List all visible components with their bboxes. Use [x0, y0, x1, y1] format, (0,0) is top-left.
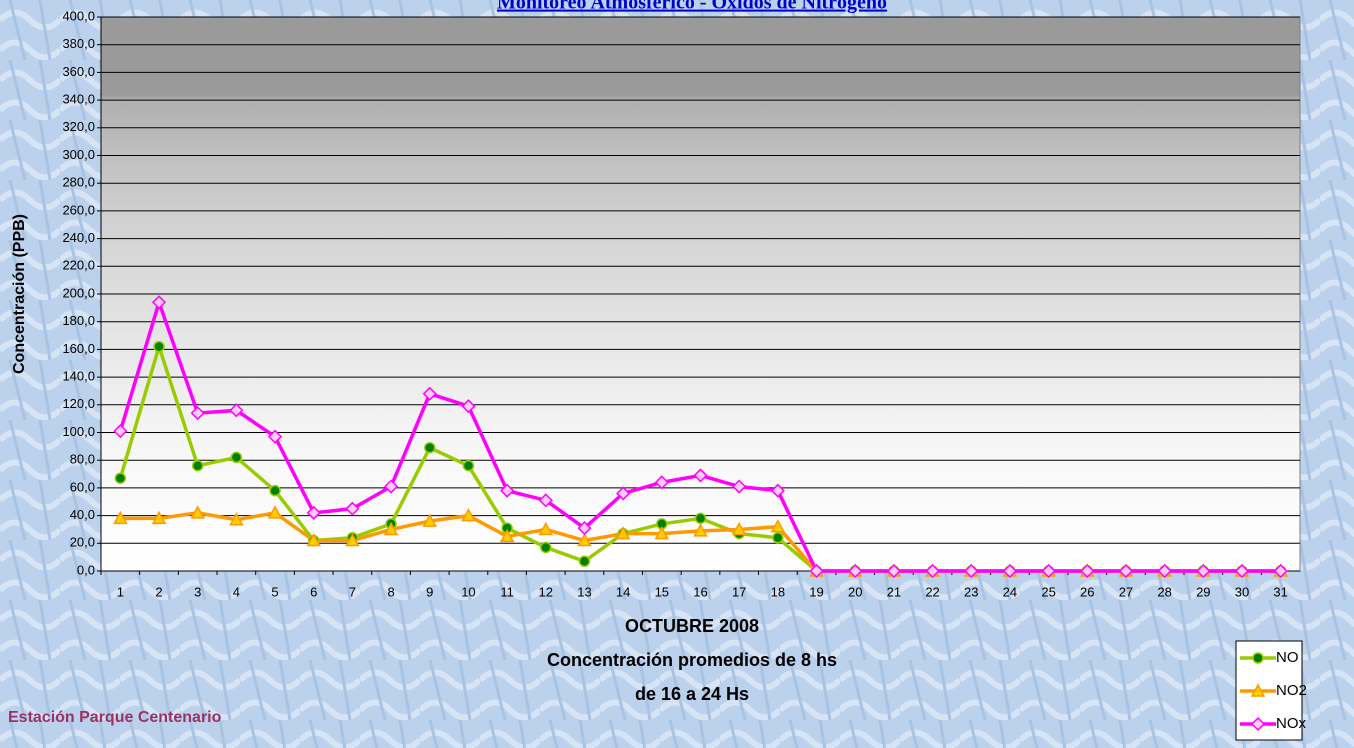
x-tick-label: 21: [887, 584, 901, 599]
x-tick-label: 12: [539, 584, 553, 599]
y-tick-label: 100,0: [62, 424, 95, 439]
y-tick-label: 220,0: [62, 258, 95, 273]
y-tick-label: 340,0: [62, 92, 95, 107]
x-tick-label: 30: [1235, 584, 1249, 599]
x-tick-label: 14: [616, 584, 630, 599]
x-tick-label: 23: [964, 584, 978, 599]
chart: Monitoreo Atmosférico - Óxidos de Nitróg…: [0, 0, 1354, 748]
x-tick-label: 24: [1003, 584, 1017, 599]
legend-marker: [1253, 653, 1263, 663]
data-point: [270, 486, 280, 496]
x-axis-label: de 16 a 24 Hs: [635, 684, 749, 704]
x-tick-label: 5: [271, 584, 278, 599]
x-tick-label: 22: [925, 584, 939, 599]
x-tick-label: 4: [233, 584, 240, 599]
y-tick-label: 40,0: [70, 507, 95, 522]
x-tick-label: 17: [732, 584, 746, 599]
y-tick-label: 260,0: [62, 202, 95, 217]
x-tick-label: 8: [387, 584, 394, 599]
x-tick-label: 11: [500, 584, 514, 599]
y-tick-label: 280,0: [62, 175, 95, 190]
y-axis-label: Concentración (PPB): [11, 214, 28, 374]
x-tick-label: 29: [1196, 584, 1210, 599]
chart-title: Monitoreo Atmosférico - Óxidos de Nitróg…: [497, 0, 887, 14]
x-tick-label: 26: [1080, 584, 1094, 599]
x-tick-label: 18: [771, 584, 785, 599]
data-point: [425, 443, 435, 453]
x-tick-label: 16: [693, 584, 707, 599]
y-tick-label: 360,0: [62, 64, 95, 79]
y-tick-label: 320,0: [62, 119, 95, 134]
x-tick-label: 9: [426, 584, 433, 599]
data-point: [154, 342, 164, 352]
x-tick-label: 2: [155, 584, 162, 599]
y-tick-label: 240,0: [62, 230, 95, 245]
data-point: [696, 513, 706, 523]
data-point: [115, 473, 125, 483]
x-tick-label: 15: [655, 584, 669, 599]
data-point: [231, 452, 241, 462]
y-tick-label: 380,0: [62, 36, 95, 51]
data-point: [773, 533, 783, 543]
y-tick-label: 400,0: [62, 8, 95, 23]
x-tick-label: 31: [1273, 584, 1287, 599]
data-point: [463, 461, 473, 471]
y-tick-label: 20,0: [70, 535, 95, 550]
y-tick-label: 140,0: [62, 369, 95, 384]
footer: Estación Parque Centenario: [8, 709, 222, 726]
x-tick-label: 7: [349, 584, 356, 599]
y-tick-label: 80,0: [70, 452, 95, 467]
x-axis-label: Concentración promedios de 8 hs: [547, 650, 837, 670]
legend-label: NO: [1276, 649, 1299, 666]
legend-label: NO2: [1276, 682, 1307, 699]
x-tick-label: 3: [194, 584, 201, 599]
legend-label: NOx: [1276, 715, 1307, 732]
x-axis-label: OCTUBRE 2008: [625, 616, 759, 636]
x-tick-label: 13: [577, 584, 591, 599]
y-tick-label: 60,0: [70, 479, 95, 494]
data-point: [579, 556, 589, 566]
x-tick-label: 10: [461, 584, 475, 599]
y-tick-label: 160,0: [62, 341, 95, 356]
x-tick-label: 27: [1119, 584, 1133, 599]
x-tick-label: 6: [310, 584, 317, 599]
data-point: [193, 461, 203, 471]
x-tick-label: 19: [809, 584, 823, 599]
y-tick-label: 0,0: [77, 562, 95, 577]
x-tick-label: 25: [1041, 584, 1055, 599]
y-tick-label: 180,0: [62, 313, 95, 328]
y-tick-label: 200,0: [62, 285, 95, 300]
x-tick-label: 1: [117, 584, 124, 599]
y-tick-label: 120,0: [62, 396, 95, 411]
y-tick-label: 300,0: [62, 147, 95, 162]
data-point: [541, 542, 551, 552]
x-tick-label: 20: [848, 584, 862, 599]
x-tick-label: 28: [1157, 584, 1171, 599]
